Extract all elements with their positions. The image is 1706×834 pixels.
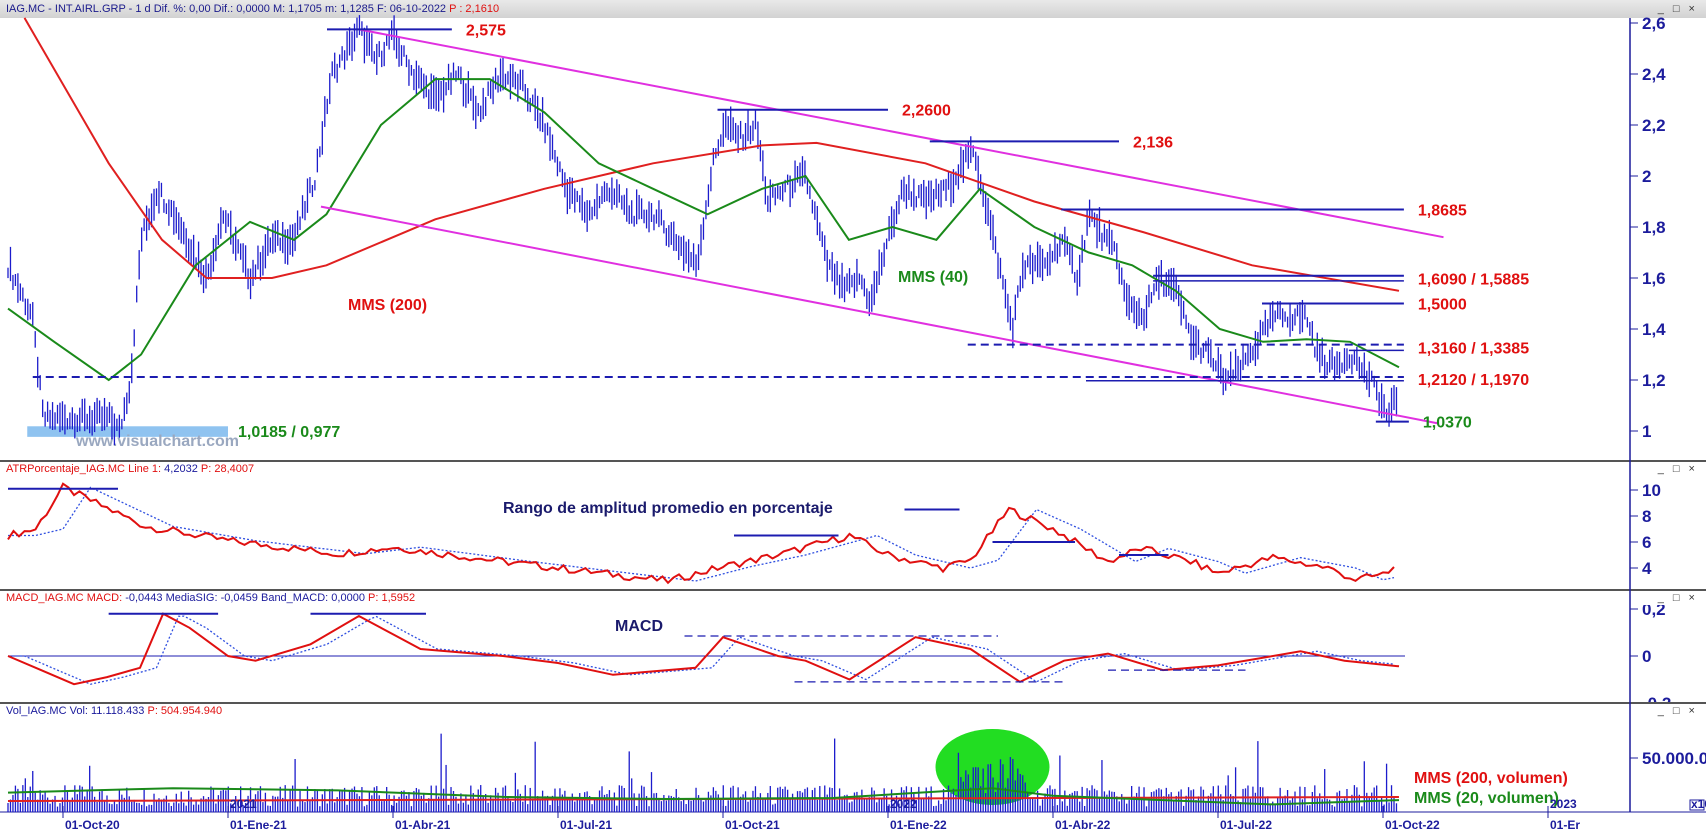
price-bars (7, 15, 1398, 446)
multiplier-label: x10 (1691, 797, 1706, 811)
period-label: 1 d (135, 3, 151, 15)
macd-tick-label: 0 (1642, 647, 1651, 666)
vol-value: Vol: 11.118.433 (69, 705, 145, 717)
support-box (27, 426, 228, 437)
atr-tick-label: 10 (1642, 481, 1661, 500)
y-tick-label: 1,6 (1642, 269, 1666, 288)
level-label: 1,0370 (1423, 415, 1472, 432)
year-mark: 2021 (230, 797, 257, 811)
atr-signal-line (8, 486, 1395, 582)
y-tick-label: 1,8 (1642, 218, 1666, 237)
level-label: 2,136 (1133, 134, 1173, 151)
x-tick-label: 01-Ene-22 (890, 818, 947, 832)
x-tick-label: 01-Abr-21 (395, 818, 451, 832)
atr-p: P: 28,4007 (200, 463, 255, 475)
level-label: 2,2600 (902, 103, 951, 120)
atr-value: 4,2032 (164, 463, 198, 475)
channel-lower (320, 205, 1439, 425)
max: M: 1,1705 (272, 3, 322, 15)
x-tick-label: 01-Oct-20 (65, 818, 120, 832)
macd-band: Band_MACD: 0,0000 (260, 592, 365, 604)
macd-panel-header: MACD_IAG.MC MACD: -0,0443 MediaSIG: -0,0… (0, 589, 1706, 604)
mms40-label: MMS (40) (898, 269, 968, 286)
x-tick-label: 01-Ene-21 (230, 818, 287, 832)
macd-annotation: MACD (615, 618, 663, 635)
vol-name: Vol_IAG.MC (6, 705, 67, 717)
y-tick-label: 2,4 (1642, 65, 1666, 84)
level-label: 1,5000 (1418, 297, 1467, 314)
symbol-label: IAG.MC - INT.AIRL.GRP - (6, 3, 136, 15)
vol-tick-label: 50.000.00 (1642, 749, 1706, 768)
x-tick-label: 01-Er (1550, 818, 1580, 832)
date: F: 06-10-2022 (376, 3, 447, 15)
atr-tick-label: 6 (1642, 533, 1651, 552)
level-label: 1,6090 / 1,5885 (1418, 271, 1529, 288)
level-label: 1,3160 / 1,3385 (1418, 341, 1529, 358)
window-controls[interactable]: _ □ × (1657, 705, 1698, 717)
y-tick-label: 1,2 (1642, 371, 1666, 390)
multiplier-box (1689, 799, 1705, 811)
channel-upper (358, 28, 1444, 239)
y-tick-label: 1,4 (1642, 320, 1666, 339)
vol-legend-mms20: MMS (20, volumen) (1414, 790, 1559, 807)
dif-pct: Dif. %: 0,00 (153, 3, 211, 15)
window-controls[interactable]: _ □ × (1657, 592, 1698, 604)
title-bar: IAG.MC - INT.AIRL.GRP - 1 d Dif. %: 0,00… (0, 0, 1706, 18)
atr-panel-header: ATRPorcentaje_IAG.MC Line 1: 4,2032 P: 2… (0, 460, 1706, 475)
atr-name: ATRPorcentaje_IAG.MC (6, 463, 126, 475)
macd-value: -0,0443 (125, 592, 163, 604)
vol-mms20-line (7, 787, 1400, 806)
window-controls[interactable]: _ □ × (1657, 3, 1698, 15)
mms200-label: MMS (200) (348, 297, 427, 314)
x-tick-label: 01-Jul-21 (560, 818, 612, 832)
atr-annotation: Rango de amplitud promedio en porcentaje (503, 500, 833, 517)
x-tick-label: 01-Oct-21 (725, 818, 780, 832)
mms200-line (23, 17, 1400, 292)
macd-sig: MediaSIG: -0,0459 (165, 592, 258, 604)
macd-line (7, 612, 1400, 686)
macd-group: 0,20-0,2 (1630, 605, 1671, 702)
level-label: 1,2120 / 1,1970 (1418, 372, 1529, 389)
y-tick-label: 2 (1642, 167, 1651, 186)
vol-legend-mms200: MMS (200, volumen) (1414, 770, 1568, 787)
y-tick-label: 2,2 (1642, 116, 1666, 135)
x-tick-label: 01-Oct-22 (1385, 818, 1440, 832)
macd-signal-line (8, 615, 1395, 685)
min: m: 1,1285 (324, 3, 374, 15)
atr-line: Line 1: (128, 463, 162, 475)
price: P : 2,1610 (449, 3, 500, 15)
y-tick-label: 1 (1642, 422, 1651, 441)
mms40-line (7, 78, 1400, 382)
macd-name: MACD_IAG.MC (6, 592, 84, 604)
x-tick-label: 01-Jul-22 (1220, 818, 1272, 832)
atr-lines (7, 482, 1395, 585)
macd-p: P: 1,5952 (368, 592, 416, 604)
watermark: www.visualchart.com (75, 433, 239, 450)
vol-mms200-line (7, 796, 1399, 803)
year-mark: 2023 (1550, 797, 1577, 811)
volume-highlight (935, 729, 1050, 805)
vol-p: P: 504.954.940 (147, 705, 223, 717)
level-label: 2,575 (466, 22, 506, 39)
level-label: 1,8685 (1418, 203, 1467, 220)
dif: Dif.: 0,0000 (213, 3, 270, 15)
x-tick-label: 01-Abr-22 (1055, 818, 1111, 832)
volume-bars (7, 733, 1398, 812)
atr-tick-label: 8 (1642, 507, 1651, 526)
macd-label: MACD: (86, 592, 123, 604)
vol-panel-header: Vol_IAG.MC Vol: 11.118.433 P: 504.954.94… (0, 702, 1706, 717)
window-controls[interactable]: _ □ × (1657, 463, 1698, 475)
year-mark: 2022 (890, 797, 917, 811)
level-label: 1,0185 / 0,977 (238, 424, 340, 441)
atr-line (7, 482, 1395, 585)
atr-tick-label: 4 (1642, 559, 1652, 578)
